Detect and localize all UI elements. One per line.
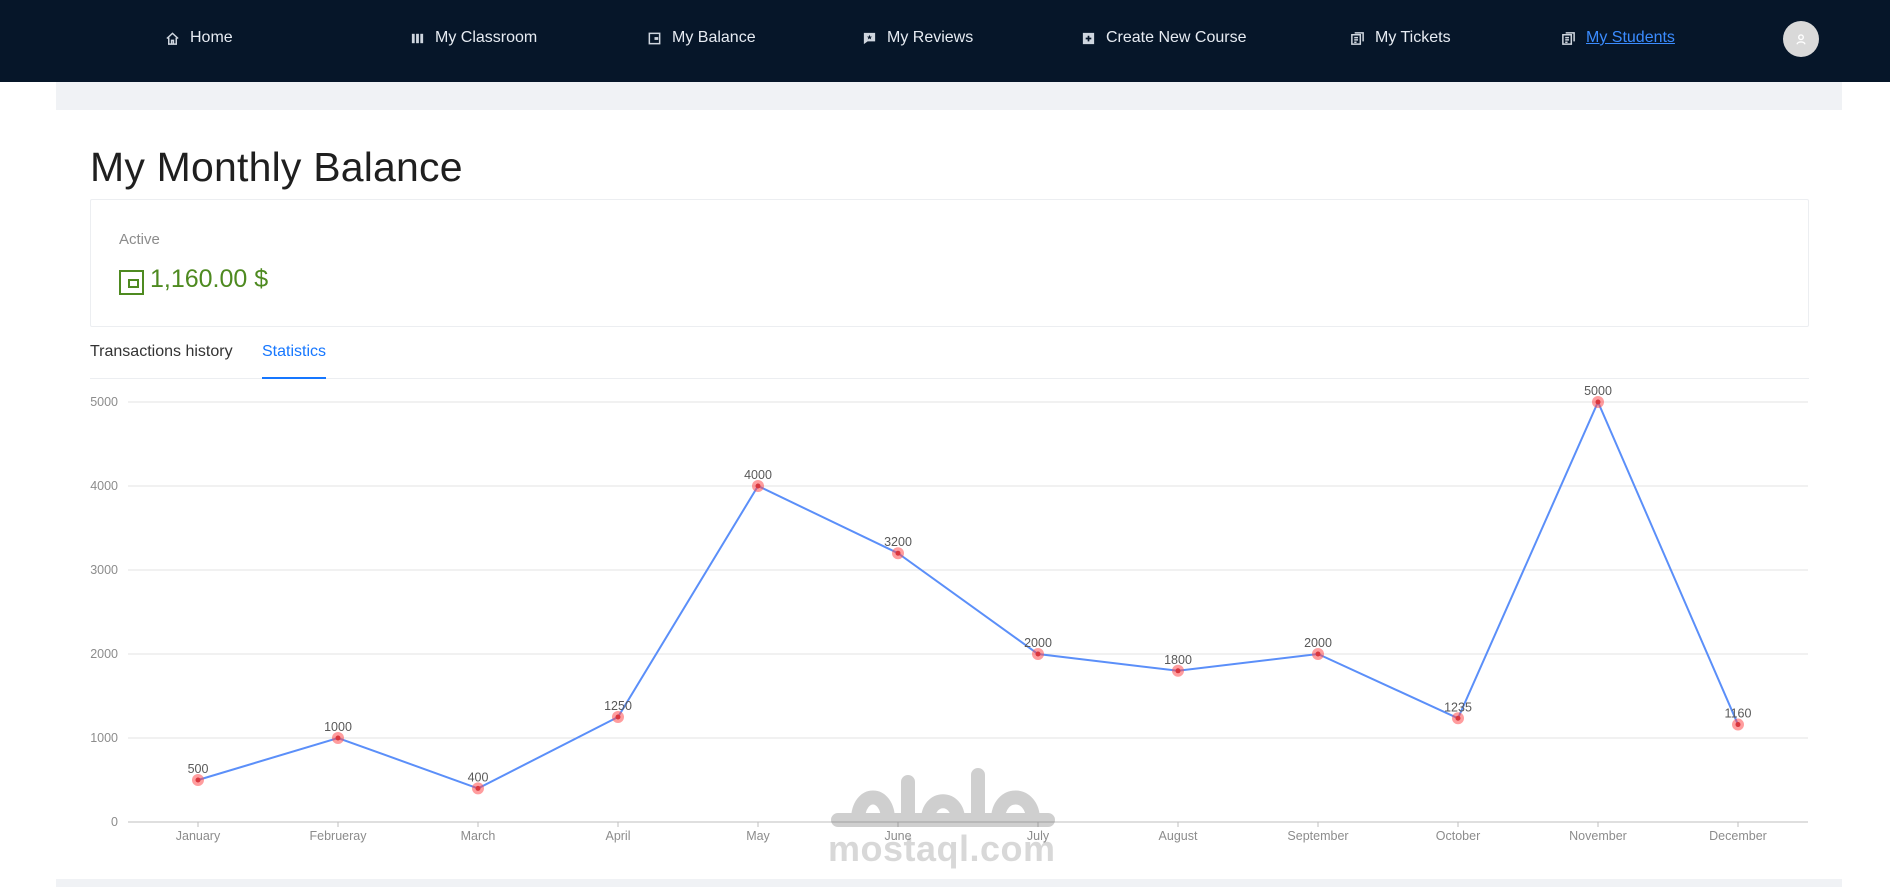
balance-row: 1,160.00 $ [119, 264, 268, 295]
data-label: 400 [468, 770, 489, 784]
data-label: 1160 [1725, 707, 1752, 721]
nav-item-my-students[interactable]: My Students [1561, 26, 1675, 50]
y-tick-label: 1000 [90, 731, 118, 745]
watermark-logo-icon [831, 768, 1055, 827]
nav-item-label: My Reviews [887, 29, 974, 46]
data-label: 2000 [1304, 636, 1332, 650]
data-label: 1250 [604, 699, 632, 713]
top-divider-band [56, 82, 1842, 110]
tab-transactions-history[interactable]: Transactions history [90, 343, 233, 360]
x-tick-label: May [746, 829, 770, 843]
data-label: 3200 [884, 535, 912, 549]
plus-square-icon [1082, 32, 1095, 44]
data-label: 1000 [324, 720, 352, 734]
nav-item-label: My Classroom [435, 29, 538, 46]
top-navigation-bar: Home My Classroom My Balance My Reviews … [0, 0, 1890, 82]
series-line [197, 399, 1739, 790]
nav-item-label: My Balance [672, 29, 756, 46]
data-point [755, 483, 761, 489]
chart-svg: 0 1000 2000 3000 4000 5000 January Februeray Mar… [90, 384, 1808, 843]
y-tick-label: 0 [111, 815, 118, 829]
x-tick-label: August [1159, 829, 1198, 843]
comment-star-icon [863, 32, 876, 44]
balance-card: Active 1,160.00 $ [90, 199, 1809, 327]
data-point [615, 714, 621, 720]
data-point [895, 550, 901, 556]
data-point [1455, 715, 1461, 721]
x-tick-label: June [884, 829, 911, 843]
x-tick-label: January [176, 829, 221, 843]
nav-item-label: My Students [1586, 29, 1675, 46]
user-avatar[interactable] [1783, 21, 1819, 57]
x-tick-label: July [1027, 829, 1050, 843]
data-label: 5000 [1584, 385, 1612, 398]
data-point [475, 785, 481, 791]
data-point [1175, 668, 1181, 674]
x-tick-label: September [1287, 829, 1348, 843]
x-tick-label: November [1569, 829, 1627, 843]
balance-status-label: Active [119, 231, 160, 248]
nav-item-create-new-course[interactable]: Create New Course [1081, 26, 1247, 50]
y-tick-label: 3000 [90, 563, 118, 577]
balance-tabs: Transactions history Statistics [90, 339, 1809, 379]
nav-item-home[interactable]: Home [165, 26, 233, 50]
data-point [1735, 722, 1741, 728]
data-label: 1800 [1164, 653, 1192, 667]
data-point [1315, 651, 1321, 657]
user-icon [1796, 34, 1806, 45]
watermark: mostaql.com [828, 760, 1060, 870]
x-tick-label: April [605, 829, 630, 843]
nav-item-label: Home [190, 29, 233, 46]
data-point [1035, 651, 1041, 657]
ticket-icon [1351, 31, 1364, 45]
students-icon [1562, 31, 1575, 45]
x-tick-label: December [1709, 829, 1767, 843]
nav-item-my-tickets[interactable]: My Tickets [1350, 26, 1451, 50]
y-tick-label: 2000 [90, 647, 118, 661]
home-icon [166, 31, 179, 45]
nav-item-label: Create New Course [1106, 29, 1247, 46]
bottom-divider-band [56, 879, 1842, 887]
balance-amount: 1,160.00 $ [150, 265, 269, 293]
data-label: 2000 [1024, 636, 1052, 650]
wallet-icon [119, 270, 144, 295]
nav-item-my-classroom[interactable]: My Classroom [410, 26, 537, 50]
y-tick-label: 4000 [90, 479, 118, 493]
data-label: 1235 [1444, 700, 1472, 714]
wallet-icon [648, 32, 661, 44]
y-tick-label: 5000 [90, 395, 118, 409]
data-point [195, 777, 201, 783]
tab-statistics[interactable]: Statistics [262, 343, 327, 379]
nav-item-my-balance[interactable]: My Balance [647, 26, 756, 50]
data-label: 500 [188, 762, 209, 776]
data-point [335, 735, 341, 741]
x-tick-label: March [461, 829, 496, 843]
data-point [1595, 399, 1601, 405]
data-label: 4000 [744, 468, 772, 482]
balance-line-chart: 0 1000 2000 3000 4000 5000 January Februeray Mar… [60, 384, 1820, 855]
nav-item-label: My Tickets [1375, 29, 1451, 46]
x-tick-label: Februeray [310, 829, 368, 843]
columns-icon [411, 33, 424, 43]
nav-item-my-reviews[interactable]: My Reviews [862, 26, 973, 50]
watermark-text: mostaql.com [828, 828, 1056, 869]
page-title: My Monthly Balance [90, 144, 463, 190]
x-tick-label: October [1436, 829, 1480, 843]
